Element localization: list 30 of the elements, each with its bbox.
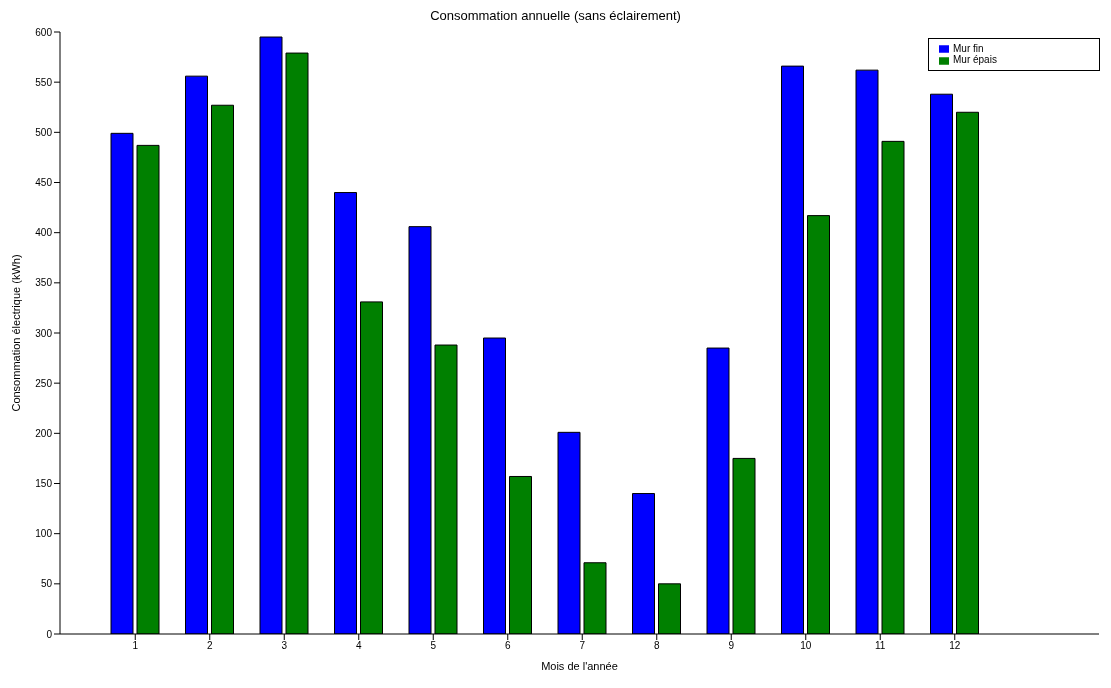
x-tick-label: 2: [206, 640, 213, 652]
x-tick-label: 10: [800, 640, 812, 652]
y-tick-label: 350: [35, 277, 53, 289]
y-tick-label: 50: [40, 578, 53, 590]
legend-label: Mur épais: [953, 54, 997, 66]
x-tick-label: 12: [949, 640, 961, 652]
y-tick-label: 100: [35, 528, 53, 540]
x-tick-label: 3: [281, 640, 288, 652]
y-tick-label: 0: [46, 628, 53, 640]
y-tick-label: 400: [35, 227, 53, 239]
x-tick-label: 7: [579, 640, 586, 652]
legend-label: Mur fin: [953, 43, 984, 54]
chart-title: Consommation annuelle (sans éclairement): [429, 8, 682, 25]
x-tick-label: 4: [355, 640, 362, 652]
y-axis-title: Consommation électrique (kWh): [9, 254, 22, 412]
y-tick-label: 250: [35, 377, 53, 389]
y-tick-label: 200: [35, 427, 53, 439]
y-tick-label: 450: [35, 177, 53, 189]
x-axis-title: Mois de l'année: [541, 660, 618, 672]
x-tick-label: 11: [875, 640, 886, 652]
y-tick-label: 300: [35, 327, 53, 339]
x-tick-label: 8: [653, 640, 660, 652]
x-tick-label: 5: [430, 640, 437, 652]
x-tick-label: 1: [132, 640, 139, 652]
y-tick-label: 550: [35, 76, 53, 88]
y-tick-label: 150: [35, 478, 53, 490]
y-tick-label: 500: [35, 126, 53, 138]
x-tick-label: 6: [504, 640, 511, 652]
x-tick-label: 9: [728, 640, 735, 652]
y-tick-label: 600: [35, 26, 53, 38]
